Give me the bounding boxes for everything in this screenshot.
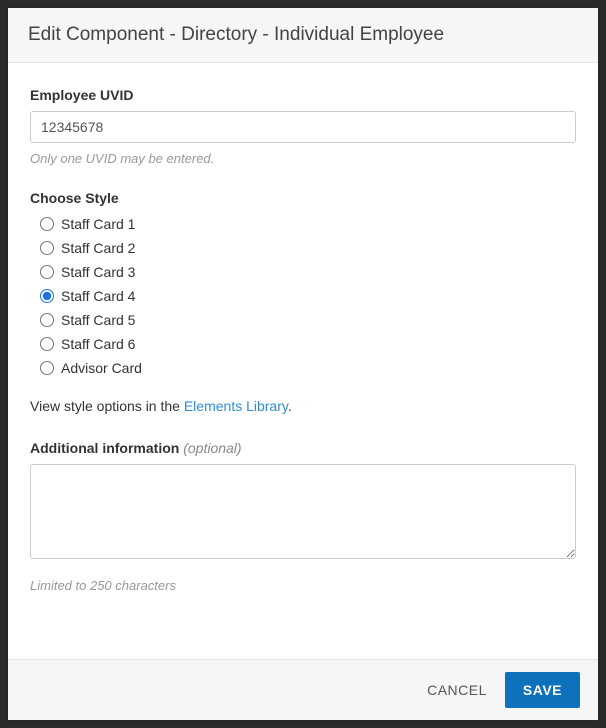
style-radio-label: Staff Card 3 <box>61 264 135 280</box>
style-radio-label: Staff Card 4 <box>61 288 135 304</box>
modal-title: Edit Component - Directory - Individual … <box>28 24 578 46</box>
choose-style-group: Choose Style Staff Card 1Staff Card 2Sta… <box>30 190 576 414</box>
style-radio-input[interactable] <box>40 361 54 375</box>
uvid-group: Employee UVID Only one UVID may be enter… <box>30 87 576 166</box>
style-radio-list: Staff Card 1 Staff Card 2 Staff Card 3 Staf… <box>30 216 576 376</box>
uvid-label: Employee UVID <box>30 87 576 103</box>
choose-style-label: Choose Style <box>30 190 576 206</box>
char-limit-text: Limited to 250 characters <box>30 578 576 593</box>
additional-info-label-optional: (optional) <box>183 440 241 456</box>
style-link-prefix: View style options in the <box>30 398 184 414</box>
style-radio-input[interactable] <box>40 289 54 303</box>
style-radio-label: Staff Card 6 <box>61 336 135 352</box>
additional-info-label: Additional information (optional) <box>30 440 576 456</box>
style-radio-row[interactable]: Staff Card 1 <box>40 216 576 232</box>
style-link-row: View style options in the Elements Libra… <box>30 398 576 414</box>
style-radio-input[interactable] <box>40 265 54 279</box>
additional-info-group: Additional information (optional) Limite… <box>30 440 576 593</box>
style-radio-label: Staff Card 1 <box>61 216 135 232</box>
style-radio-label: Staff Card 5 <box>61 312 135 328</box>
style-radio-row[interactable]: Staff Card 5 <box>40 312 576 328</box>
style-radio-input[interactable] <box>40 313 54 327</box>
style-radio-row[interactable]: Staff Card 6 <box>40 336 576 352</box>
employee-uvid-input[interactable] <box>30 111 576 143</box>
additional-info-textarea[interactable] <box>30 464 576 559</box>
save-button[interactable]: SAVE <box>505 672 580 708</box>
modal-footer: CANCEL SAVE <box>8 659 598 720</box>
style-radio-row[interactable]: Staff Card 4 <box>40 288 576 304</box>
style-radio-row[interactable]: Staff Card 3 <box>40 264 576 280</box>
style-radio-label: Staff Card 2 <box>61 240 135 256</box>
style-link-suffix: . <box>288 398 292 414</box>
cancel-button[interactable]: CANCEL <box>423 674 491 706</box>
style-radio-row[interactable]: Staff Card 2 <box>40 240 576 256</box>
modal-header: Edit Component - Directory - Individual … <box>8 8 598 63</box>
style-radio-input[interactable] <box>40 241 54 255</box>
additional-info-label-strong: Additional information <box>30 440 179 456</box>
uvid-help-text: Only one UVID may be entered. <box>30 151 576 166</box>
style-radio-input[interactable] <box>40 337 54 351</box>
edit-component-modal: Edit Component - Directory - Individual … <box>8 8 598 720</box>
style-radio-input[interactable] <box>40 217 54 231</box>
elements-library-link[interactable]: Elements Library <box>184 398 288 414</box>
style-radio-label: Advisor Card <box>61 360 142 376</box>
style-radio-row[interactable]: Advisor Card <box>40 360 576 376</box>
modal-body: Employee UVID Only one UVID may be enter… <box>8 63 598 659</box>
